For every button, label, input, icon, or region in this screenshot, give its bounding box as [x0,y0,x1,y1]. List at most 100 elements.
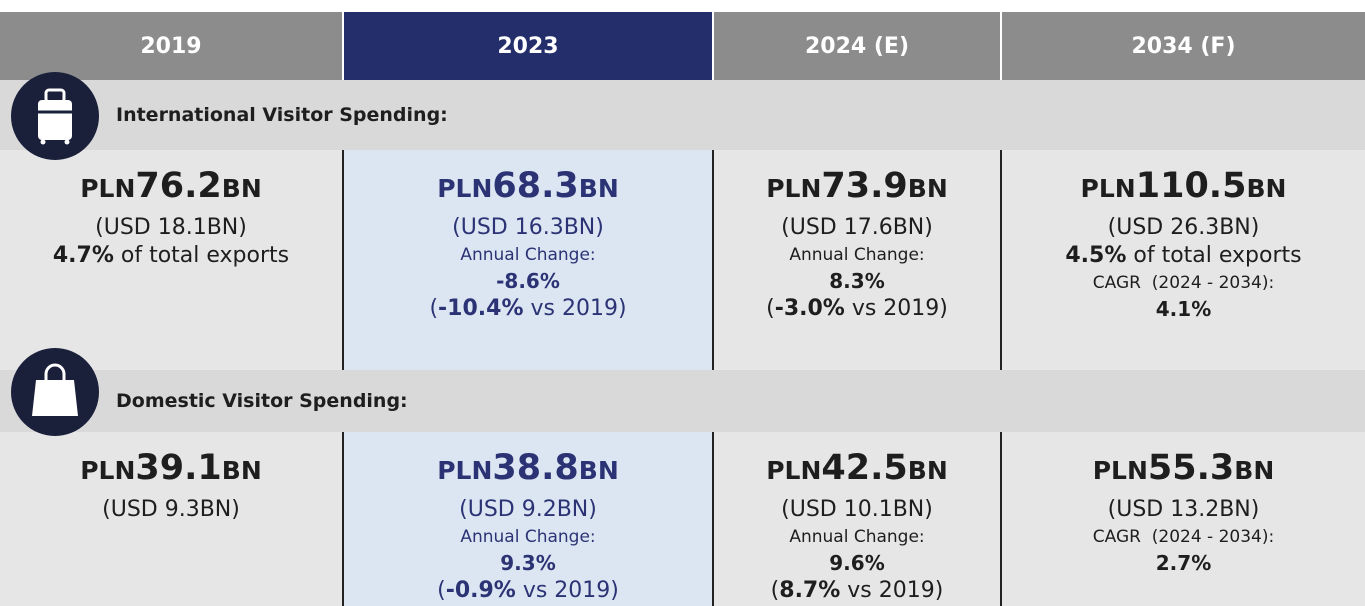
detail-text: (USD 18.1BN) [95,215,247,240]
unit: BN [221,456,262,485]
unit: BN [221,174,262,203]
detail-line: (-10.4% vs 2019) [344,295,712,323]
data-cell: PLN42.5BN (USD 10.1BN) Annual Change: 9.6%(… [712,432,1000,606]
detail-text: (USD 26.3BN) [1107,215,1260,240]
detail-text: (USD 17.6BN) [781,215,933,240]
currency: PLN [437,456,493,485]
detail-text: (USD 13.2BN) [1107,497,1260,522]
detail-line: (USD 10.1BN) [714,496,1000,524]
detail-text: -8.6% [496,269,560,293]
detail-line: CAGR (2024 - 2034): [1002,524,1365,550]
main-value: PLN76.2BN [0,164,342,214]
unit: BN [907,456,948,485]
currency: PLN [80,456,136,485]
data-cell: PLN68.3BN (USD 16.3BN) Annual Change: -8.6%… [342,150,712,370]
detail-text: 4.7% [52,243,114,268]
detail-text: -0.9% [445,578,516,603]
main-value: PLN110.5BN [1002,164,1365,214]
currency: PLN [766,456,822,485]
detail-line: (-0.9% vs 2019) [344,577,712,605]
detail-text: 4.1% [1155,297,1212,321]
column-header: 2034 (F) [1002,12,1365,80]
currency: PLN [766,174,822,203]
main-value: PLN55.3BN [1002,446,1365,496]
detail-line: 4.1% [1002,296,1365,323]
detail-line: (USD 16.3BN) [344,214,712,242]
detail-text: ( [766,296,775,321]
data-cell: PLN73.9BN (USD 17.6BN) Annual Change: 8.3%(… [712,150,1000,370]
data-cell: PLN38.8BN (USD 9.2BN) Annual Change: 9.3% (-… [342,432,712,606]
currency: PLN [1080,174,1136,203]
amount: 39.1 [135,448,222,488]
detail-line: (8.7% vs 2019) [714,577,1000,605]
detail-line: 2.7% [1002,550,1365,577]
unit: BN [578,456,619,485]
detail-line: 4.7% of total exports [0,242,342,270]
detail-text: -3.0% [774,296,845,321]
section-bar [0,80,1365,150]
amount: 76.2 [135,166,222,206]
data-cell: PLN39.1BN (USD 9.3BN) [0,432,342,606]
currency: PLN [80,174,136,203]
detail-text: of total exports [113,243,290,268]
section-bar [0,370,1365,432]
detail-text: (USD 9.2BN) [459,497,597,522]
data-cell: PLN110.5BN (USD 26.3BN) 4.5% of total expo… [1000,150,1365,370]
detail-text: vs 2019) [515,578,619,603]
amount: 38.8 [492,448,579,488]
detail-text: CAGR (2024 - 2034): [1092,273,1275,293]
detail-line: (USD 13.2BN) [1002,496,1365,524]
detail-line: Annual Change: [714,242,1000,268]
detail-text: 8.3% [829,269,885,293]
column-header: 2019 [0,12,342,80]
detail-line: CAGR (2024 - 2034): [1002,270,1365,296]
unit: BN [578,174,619,203]
detail-line: (-3.0% vs 2019) [714,295,1000,323]
section-title: International Visitor Spending: [116,104,448,126]
unit: BN [1234,456,1275,485]
detail-text: Annual Change: [460,527,596,547]
detail-text: ( [429,296,439,321]
main-value: PLN39.1BN [0,446,342,496]
bag-icon [11,348,99,436]
data-cell: PLN76.2BN (USD 18.1BN) 4.7% of total expor… [0,150,342,370]
detail-line: 9.6% [714,550,1000,577]
detail-text: -10.4% [438,296,524,321]
currency: PLN [437,174,493,203]
amount: 55.3 [1147,448,1235,488]
detail-text: of total exports [1126,243,1302,268]
amount: 73.9 [821,166,908,206]
detail-line: 8.3% [714,268,1000,295]
detail-text: ( [770,578,780,603]
main-value: PLN38.8BN [344,446,712,496]
detail-text: 2.7% [1155,551,1212,575]
main-value: PLN42.5BN [714,446,1000,496]
detail-text: ( [437,578,446,603]
amount: 68.3 [492,166,579,206]
detail-line: (USD 17.6BN) [714,214,1000,242]
detail-line: (USD 18.1BN) [0,214,342,242]
detail-text: (USD 10.1BN) [781,497,933,522]
unit: BN [1246,174,1287,203]
detail-line: Annual Change: [714,524,1000,550]
main-value: PLN73.9BN [714,164,1000,214]
detail-text: Annual Change: [789,245,925,265]
data-cell: PLN55.3BN (USD 13.2BN) CAGR (2024 - 2034):… [1000,432,1365,606]
detail-text: CAGR (2024 - 2034): [1092,527,1275,547]
detail-text: 4.5% [1065,243,1127,268]
detail-line: 4.5% of total exports [1002,242,1365,270]
detail-text: Annual Change: [460,245,596,265]
column-header: 2024 (E) [714,12,1000,80]
detail-text: 8.7% [779,578,841,603]
amount: 42.5 [821,448,908,488]
detail-line: 9.3% [344,550,712,577]
unit: BN [907,174,948,203]
detail-line: (USD 9.2BN) [344,496,712,524]
detail-text: 9.3% [500,551,556,575]
detail-text: (USD 16.3BN) [452,215,604,240]
detail-line: -8.6% [344,268,712,295]
detail-text: vs 2019) [844,296,948,321]
column-header: 2023 [344,12,712,80]
amount: 110.5 [1135,166,1247,206]
